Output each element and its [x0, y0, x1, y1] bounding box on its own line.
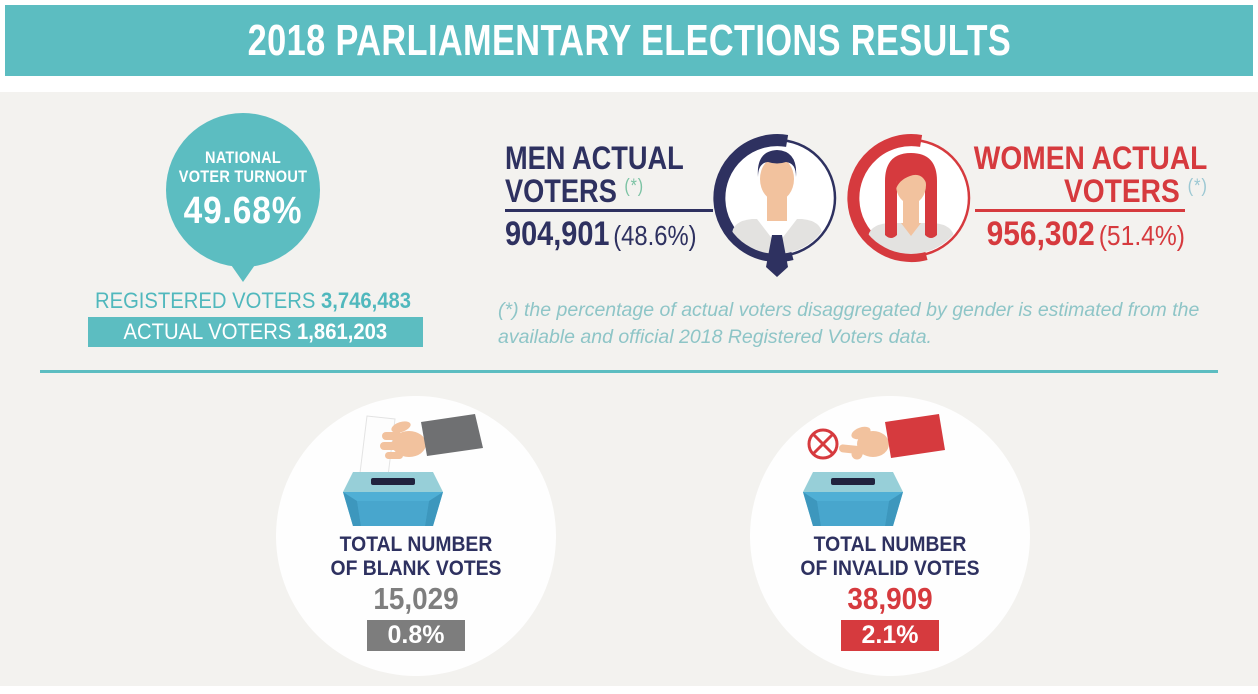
- registered-voters-label: REGISTERED VOTERS: [94, 288, 316, 313]
- invalid-votes-percent-badge: 2.1%: [841, 620, 939, 651]
- male-avatar-icon: [710, 131, 844, 284]
- men-voters-count: 904,901: [505, 215, 610, 253]
- footnote: (*) the percentage of actual voters disa…: [498, 297, 1218, 352]
- turnout-bubble-text: NATIONAL VOTER TURNOUT 49.68%: [179, 149, 307, 233]
- men-voters-percent: (48.6%): [613, 220, 697, 251]
- footnote-line1: (*) the percentage of actual voters disa…: [498, 299, 1200, 321]
- women-heading-line2: VOTERS (*): [974, 173, 1207, 210]
- men-heading-voters: VOTERS: [505, 173, 617, 210]
- women-voters-value-row: 956,302 (51.4%): [974, 215, 1185, 254]
- hand-ballot-illustration: [335, 414, 485, 534]
- men-heading-line1: MEN ACTUAL: [505, 140, 684, 176]
- blank-votes-badge-row: 0.8%: [276, 620, 556, 651]
- blank-votes-title-line2: OF BLANK VOTES: [330, 555, 502, 580]
- actual-voters-bar: ACTUAL VOTERS 1,861,203: [88, 317, 423, 347]
- men-voters-heading: MEN ACTUAL VOTERS (*): [505, 140, 684, 209]
- women-heading-line1: WOMEN ACTUAL: [973, 140, 1208, 176]
- blank-votes-title: TOTAL NUMBER OF BLANK VOTES: [290, 532, 542, 580]
- hand-ballot-icon: [380, 414, 483, 459]
- invalid-votes-badge-row: 2.1%: [750, 620, 1030, 651]
- men-connector-line: [505, 209, 713, 212]
- men-voters-value-row: 904,901 (48.6%): [505, 215, 697, 254]
- blank-votes-count: 15,029: [373, 581, 459, 616]
- page-title: 2018 PARLIAMENTARY ELECTIONS RESULTS: [247, 15, 1011, 65]
- header-banner: 2018 PARLIAMENTARY ELECTIONS RESULTS: [5, 5, 1253, 76]
- crossed-x-icon: [807, 428, 839, 460]
- section-divider: [40, 370, 1218, 373]
- ballot-box-icon: [803, 472, 903, 526]
- invalid-vote-illustration: [795, 414, 945, 534]
- invalid-votes-circle: TOTAL NUMBER OF INVALID VOTES 38,909 2.1…: [750, 396, 1030, 676]
- footnote-line2: available and official 2018 Registered V…: [498, 326, 932, 349]
- turnout-value: 49.68%: [183, 189, 303, 232]
- female-avatar-icon: [844, 131, 978, 284]
- women-connector-line: [975, 209, 1185, 212]
- women-voters-percent: (51.4%): [1098, 220, 1185, 251]
- blank-votes-title-line1: TOTAL NUMBER: [339, 532, 493, 556]
- actual-voters-value: 1,861,203: [297, 319, 388, 344]
- turnout-bubble: NATIONAL VOTER TURNOUT 49.68%: [166, 113, 320, 267]
- ballot-box-icon: [343, 472, 443, 526]
- pointing-hand-icon: [838, 414, 945, 460]
- men-asterisk: (*): [624, 176, 645, 198]
- blank-votes-circle: TOTAL NUMBER OF BLANK VOTES 15,029 0.8%: [276, 396, 556, 676]
- turnout-label-line1: NATIONAL: [204, 149, 282, 168]
- women-voters-heading: WOMEN ACTUAL VOTERS (*): [973, 140, 1208, 210]
- women-heading-voters: VOTERS: [1063, 173, 1180, 210]
- invalid-votes-count: 38,909: [847, 581, 933, 616]
- invalid-votes-title-line1: TOTAL NUMBER: [813, 532, 967, 556]
- men-heading-line2: VOTERS (*): [505, 175, 684, 208]
- turnout-bubble-tail-icon: [229, 262, 257, 282]
- invalid-votes-title-line2: OF INVALID VOTES: [800, 555, 980, 580]
- registered-voters-row: REGISTERED VOTERS 3,746,483: [92, 288, 414, 314]
- actual-voters-label: ACTUAL VOTERS: [123, 319, 292, 344]
- actual-voters-row: ACTUAL VOTERS 1,861,203: [124, 319, 388, 345]
- invalid-votes-title: TOTAL NUMBER OF INVALID VOTES: [764, 532, 1016, 580]
- women-asterisk: (*): [1187, 176, 1208, 198]
- blank-votes-percent-badge: 0.8%: [367, 620, 465, 651]
- turnout-label-line2: VOTER TURNOUT: [178, 167, 308, 186]
- women-voters-count: 956,302: [986, 215, 1095, 253]
- registered-voters-value: 3,746,483: [321, 288, 412, 313]
